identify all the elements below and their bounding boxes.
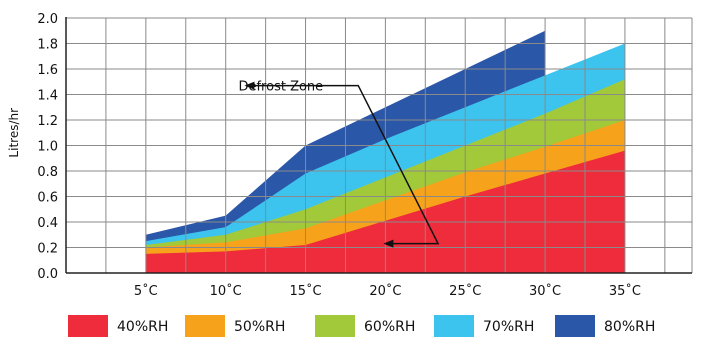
legend-label: 40%RH: [117, 319, 168, 335]
tick-labels: 0.0 0.2 0.4 0.6 0.8 1.0 1.2 1.4 1.6 1.8 2.0 5˚C 10˚C…: [37, 12, 641, 299]
x-tick-label: 20˚C: [369, 283, 401, 299]
grid: [66, 17, 693, 273]
legend-item-80pctrh: 80%RH: [555, 315, 655, 337]
y-tick-label: 1.2: [37, 114, 58, 129]
y-tick-label: 1.8: [37, 38, 58, 53]
annotation-text: Defrost Zone: [238, 80, 323, 95]
y-tick-label: 0.4: [37, 216, 58, 231]
legend-swatch: [555, 315, 595, 337]
legend-item-60pctrh: 60%RH: [315, 315, 415, 337]
legend-label: 60%RH: [364, 319, 415, 335]
x-tick-label: 25˚C: [449, 283, 481, 299]
x-tick-label: 30˚C: [529, 283, 561, 299]
y-tick-label: 1.0: [37, 140, 58, 155]
legend-item-50pctrh: 50%RH: [185, 315, 285, 337]
legend-swatch: [315, 315, 355, 337]
y-tick-label: 1.6: [37, 63, 58, 78]
x-tick-label: 5˚C: [134, 283, 158, 299]
y-tick-label: 1.4: [37, 89, 58, 104]
legend-item-70pctrh: 70%RH: [434, 315, 534, 337]
legend: 40%RH 50%RH 60%RH 70%RH 80%RH: [68, 315, 655, 337]
legend-label: 70%RH: [483, 319, 534, 335]
x-tick-label: 35˚C: [609, 283, 641, 299]
defrost-zone-annotation: Defrost Zone: [238, 80, 440, 248]
annotation-connector: [246, 84, 440, 245]
x-tick-label: 15˚C: [289, 283, 321, 299]
legend-label: 80%RH: [604, 319, 655, 335]
arrowhead-top: [244, 81, 255, 90]
y-tick-label: 2.0: [37, 12, 58, 27]
legend-swatch: [185, 315, 225, 337]
y-tick-label: 0.8: [37, 165, 58, 180]
x-tick-label: 10˚C: [210, 283, 242, 299]
y-tick-label: 0.0: [37, 267, 58, 282]
y-tick-label: 0.2: [37, 242, 58, 257]
legend-item-40pctrh: 40%RH: [68, 315, 168, 337]
axes: [65, 17, 692, 274]
y-tick-label: 0.6: [37, 191, 58, 206]
legend-swatch: [68, 315, 108, 337]
arrowhead-bottom: [383, 239, 394, 248]
y-axis-label: Litres/hr: [7, 108, 21, 158]
legend-swatch: [434, 315, 474, 337]
legend-label: 50%RH: [234, 319, 285, 335]
